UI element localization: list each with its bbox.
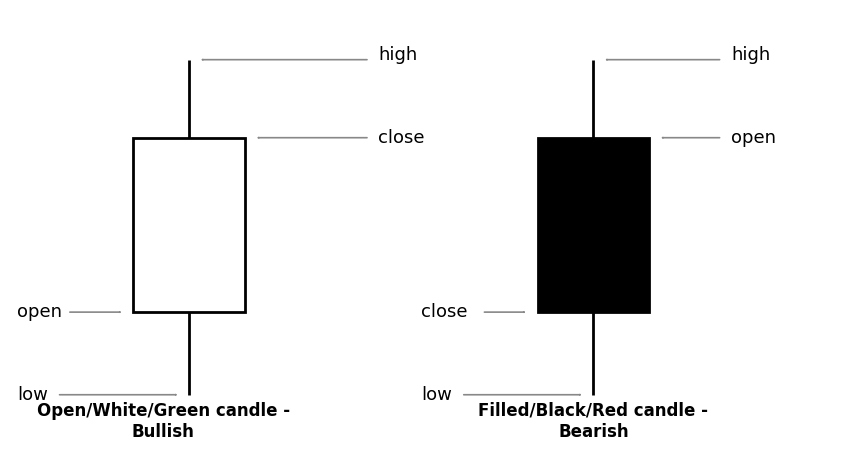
Text: open: open (17, 303, 62, 321)
Text: Filled/Black/Red candle -
Bearish: Filled/Black/Red candle - Bearish (478, 402, 709, 441)
Text: low: low (17, 386, 48, 404)
Text: high: high (731, 46, 771, 64)
Bar (133, 138, 245, 312)
Text: close: close (421, 303, 468, 321)
Text: open: open (731, 129, 776, 147)
Bar (538, 138, 649, 312)
Text: Open/White/Green candle -
Bullish: Open/White/Green candle - Bullish (37, 402, 290, 441)
Text: high: high (378, 46, 418, 64)
Text: close: close (378, 129, 425, 147)
Text: low: low (421, 386, 452, 404)
